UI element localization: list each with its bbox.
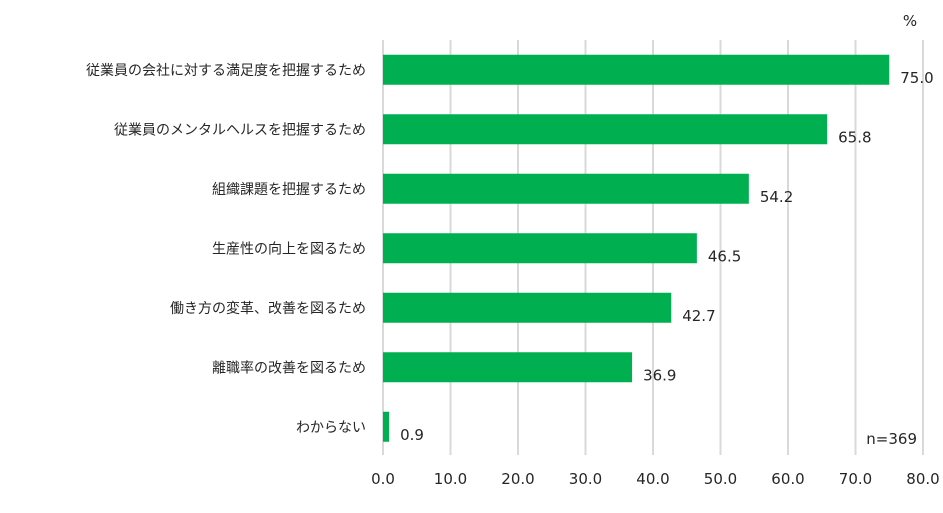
x-tick-label: 80.0: [906, 470, 939, 488]
category-label: わからない: [296, 420, 366, 436]
category-label: 従業員のメンタルヘルスを把握するため: [114, 122, 366, 138]
bar: [383, 54, 890, 85]
bar: [383, 233, 697, 264]
category-label: 従業員の会社に対する満足度を把握するため: [86, 63, 366, 79]
category-label: 離職率の改善を図るため: [212, 359, 366, 376]
x-axis-tick-labels: 0.0 10.0 20.0 30.0 40.0 50.0 60.0 70.0 80.0: [371, 470, 940, 488]
x-tick-label: 30.0: [569, 470, 602, 488]
category-label: 生産性の向上を図るため: [212, 241, 366, 257]
x-tick-label: 70.0: [839, 470, 872, 488]
x-tick-label: 0.0: [371, 470, 395, 488]
bar: [383, 352, 633, 383]
value-labels: 75.0 65.8 54.2 46.5 42.7 36.9 0.9: [400, 69, 934, 444]
value-label: 65.8: [838, 128, 871, 146]
x-tick-label: 40.0: [636, 470, 669, 488]
category-label: 働き方の変革、改善を図るため: [170, 300, 366, 317]
bars: [383, 54, 890, 442]
x-tick-label: 20.0: [501, 470, 534, 488]
bar: [383, 292, 672, 323]
category-labels: 従業員の会社に対する満足度を把握するため従業員のメンタルヘルスを把握するため組織…: [86, 63, 366, 436]
category-label: 組織課題を把握するため: [212, 182, 366, 198]
value-label: 54.2: [760, 188, 793, 206]
sample-size-note: n=369: [866, 430, 917, 448]
bar: [383, 411, 390, 442]
bar: [383, 114, 828, 145]
x-tick-label: 10.0: [434, 470, 467, 488]
x-tick-label: 60.0: [771, 470, 804, 488]
value-label: 36.9: [643, 366, 676, 384]
value-label: 46.5: [708, 247, 741, 265]
unit-label: %: [903, 12, 917, 30]
value-label: 0.9: [400, 426, 424, 444]
value-label: 75.0: [900, 69, 933, 87]
bar: [383, 173, 749, 204]
value-label: 42.7: [682, 307, 715, 325]
x-tick-label: 50.0: [704, 470, 737, 488]
